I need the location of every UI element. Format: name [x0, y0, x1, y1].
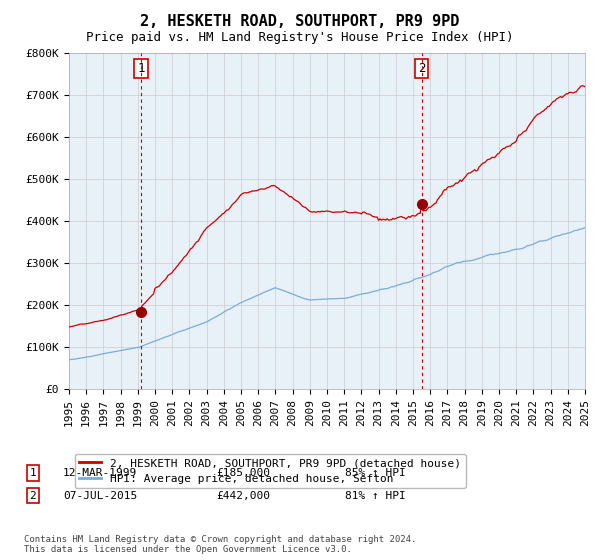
Legend: 2, HESKETH ROAD, SOUTHPORT, PR9 9PD (detached house), HPI: Average price, detach: 2, HESKETH ROAD, SOUTHPORT, PR9 9PD (det…: [74, 454, 466, 488]
Text: 1: 1: [29, 468, 37, 478]
Text: 2, HESKETH ROAD, SOUTHPORT, PR9 9PD: 2, HESKETH ROAD, SOUTHPORT, PR9 9PD: [140, 14, 460, 29]
Text: 85% ↑ HPI: 85% ↑ HPI: [345, 468, 406, 478]
Text: £185,000: £185,000: [216, 468, 270, 478]
Text: Price paid vs. HM Land Registry's House Price Index (HPI): Price paid vs. HM Land Registry's House …: [86, 31, 514, 44]
Text: £442,000: £442,000: [216, 491, 270, 501]
Text: 2: 2: [418, 62, 425, 75]
Text: 2: 2: [29, 491, 37, 501]
Text: 07-JUL-2015: 07-JUL-2015: [63, 491, 137, 501]
Text: 12-MAR-1999: 12-MAR-1999: [63, 468, 137, 478]
Text: 1: 1: [137, 62, 145, 75]
Text: Contains HM Land Registry data © Crown copyright and database right 2024.
This d: Contains HM Land Registry data © Crown c…: [24, 535, 416, 554]
Text: 81% ↑ HPI: 81% ↑ HPI: [345, 491, 406, 501]
